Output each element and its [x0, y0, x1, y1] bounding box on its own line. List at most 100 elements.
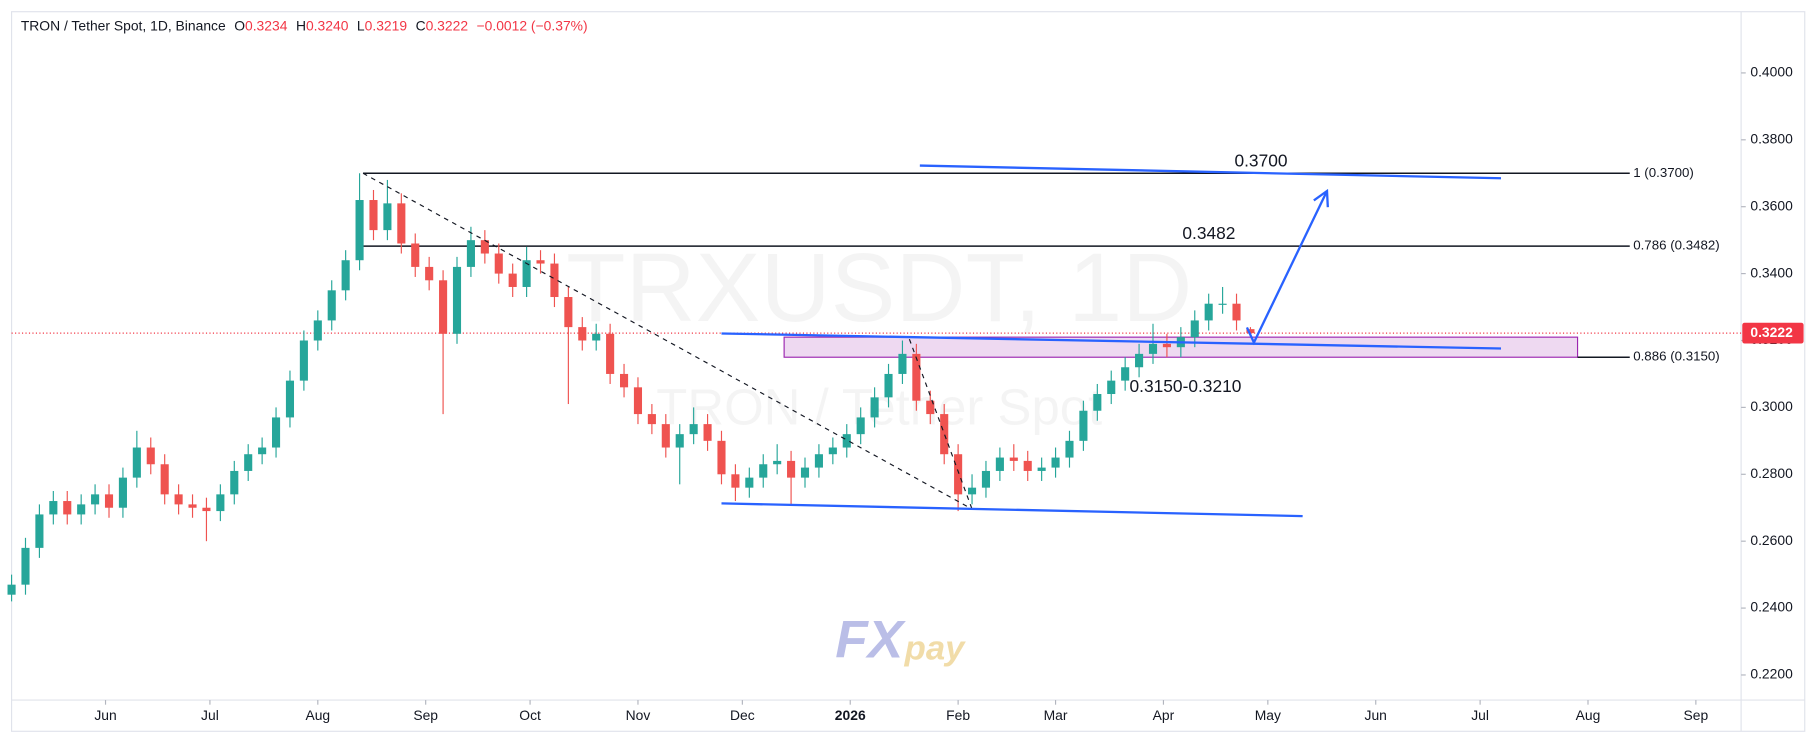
dashed-line	[908, 338, 973, 510]
candle-body	[411, 243, 420, 267]
frame	[10, 11, 1806, 732]
x-tick-label: Oct	[519, 707, 541, 723]
fib-annotation: 0.3482	[1182, 223, 1235, 243]
candle-body	[787, 460, 796, 478]
projection-arrow	[1245, 190, 1329, 346]
fib-label: 0.886 (0.3150)	[1633, 349, 1720, 364]
candle-body	[341, 260, 350, 291]
price-tag-label: 0.3222	[1750, 324, 1793, 340]
candle-body	[425, 266, 434, 281]
candle-body	[146, 447, 155, 465]
y-tick-label: 0.2400	[1750, 599, 1793, 615]
close-value: 0.3222	[426, 17, 469, 33]
candle-body	[1218, 303, 1227, 305]
candle-body	[912, 353, 921, 401]
high-label: H	[296, 17, 306, 33]
x-tick-label: Aug	[1576, 707, 1601, 723]
candle-body	[1051, 457, 1060, 468]
candle-body	[689, 424, 698, 435]
candle-body	[466, 240, 475, 267]
candle-body	[995, 457, 1004, 471]
watermark-name: TRON / Tether Spot	[656, 378, 1102, 435]
x-tick-label: Apr	[1153, 707, 1175, 723]
candle-body	[1204, 303, 1213, 321]
candle-body	[1037, 467, 1046, 471]
plot: 0.22000.24000.26000.28000.30000.32000.34…	[7, 64, 1804, 723]
candle-body	[1065, 440, 1074, 458]
y-tick-label: 0.3400	[1750, 264, 1793, 280]
change: −0.0012 (−0.37%)	[477, 17, 588, 33]
x-tick-label: Sep	[1684, 707, 1709, 723]
open-label: O	[234, 17, 245, 33]
candle-body	[397, 203, 406, 244]
x-tick-label: May	[1255, 707, 1281, 723]
x-tick-label: Jun	[94, 707, 116, 723]
candle-body	[550, 263, 559, 298]
candle-body	[132, 447, 141, 478]
candle-body	[703, 424, 712, 441]
candle-body	[327, 290, 336, 321]
candle-body	[104, 494, 114, 508]
candle-body	[285, 380, 295, 418]
x-tick-label: Dec	[730, 707, 755, 723]
candle-body	[160, 464, 169, 495]
candle-body	[21, 547, 30, 585]
candle-body	[814, 454, 823, 468]
open-value: 0.3234	[245, 17, 288, 33]
watermark-ticker: TRXUSDT, 1D	[566, 233, 1192, 342]
trend-line	[721, 332, 1502, 350]
candle-body	[800, 467, 810, 478]
candle-body	[369, 200, 378, 231]
candle-body	[1135, 353, 1144, 368]
candle-body	[258, 447, 267, 455]
candle-body	[77, 504, 86, 515]
candle-body	[522, 260, 531, 287]
candle-body	[870, 397, 879, 418]
candle-body	[856, 417, 865, 435]
candle-body	[1107, 380, 1116, 395]
zone-label: 0.3150-0.3210	[1130, 376, 1242, 396]
candle-body	[174, 494, 183, 505]
candle-body	[592, 333, 601, 341]
x-tick-label: Jul	[1471, 707, 1489, 723]
candle-body	[1121, 367, 1130, 381]
candle-body	[91, 494, 100, 505]
x-tick-label: Sep	[413, 707, 438, 723]
candle-body	[355, 200, 364, 261]
candle-body	[299, 340, 308, 381]
y-tick-label: 0.3600	[1750, 197, 1793, 213]
candle-body	[981, 470, 991, 488]
candle-body	[7, 584, 16, 595]
candle-body	[1162, 343, 1171, 348]
y-tick-label: 0.4000	[1750, 64, 1793, 80]
logo-pay: pay	[904, 629, 966, 667]
y-tick-label: 0.3800	[1750, 130, 1793, 146]
fib-label: 0.786 (0.3482)	[1633, 238, 1720, 253]
low-value: 0.3219	[365, 17, 408, 33]
x-tick-label: Aug	[305, 707, 330, 723]
candle-body	[49, 501, 58, 515]
candle-body	[508, 273, 517, 287]
x-tick-label: Nov	[626, 707, 651, 723]
candle-body	[967, 487, 977, 495]
candle-body	[940, 414, 949, 455]
arrow-head	[1313, 188, 1329, 208]
price-tag	[1742, 322, 1804, 344]
logo-fx: FX	[835, 610, 906, 669]
candle-body	[536, 260, 545, 264]
candle-body	[494, 253, 503, 274]
candle-body	[926, 400, 935, 415]
candle-body	[1190, 320, 1199, 338]
low-label: L	[357, 17, 365, 33]
x-tick-label: Feb	[946, 707, 970, 723]
candle-body	[954, 454, 963, 495]
candle-body	[578, 327, 587, 341]
candle-body	[661, 424, 670, 448]
candle-body	[480, 240, 489, 254]
x-tick-label: Jul	[201, 707, 219, 723]
candle-body	[216, 494, 225, 512]
close-label: C	[416, 17, 426, 33]
candle-body	[898, 353, 907, 374]
high-value: 0.3240	[306, 17, 349, 33]
